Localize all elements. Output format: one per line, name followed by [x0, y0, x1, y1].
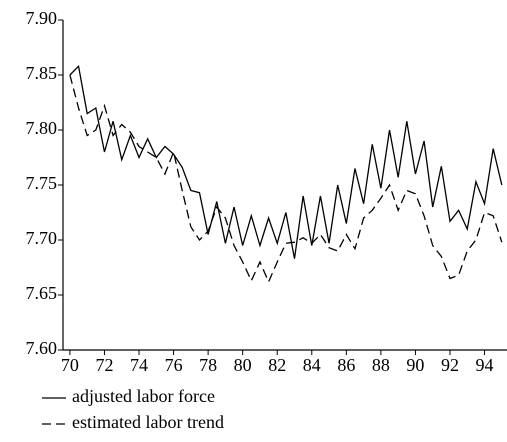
y-tick-label: 7.85	[26, 63, 58, 83]
y-tick-label: 7.65	[26, 283, 58, 303]
x-tick-label: 82	[268, 355, 286, 375]
x-tick-label: 86	[337, 355, 355, 375]
y-tick-label: 7.90	[26, 8, 58, 28]
x-tick-label: 84	[303, 355, 321, 375]
x-tick-label: 76	[165, 355, 183, 375]
y-tick-label: 7.60	[26, 338, 58, 358]
x-tick-label: 72	[95, 355, 113, 375]
legend-label: adjusted labor force	[72, 386, 215, 406]
y-tick-label: 7.80	[26, 118, 58, 138]
x-tick-label: 78	[199, 355, 217, 375]
data-line	[69, 64, 503, 259]
x-tick-label: 90	[406, 355, 424, 375]
data-line	[69, 74, 503, 284]
legend-label: estimated labor trend	[72, 412, 224, 432]
x-tick-label: 88	[372, 355, 390, 375]
x-tick-label: 80	[234, 355, 252, 375]
y-tick-label: 7.75	[26, 173, 58, 193]
x-tick-label: 70	[61, 355, 79, 375]
y-tick-label: 7.70	[26, 228, 58, 248]
x-tick-label: 74	[130, 355, 148, 375]
x-tick-label: 94	[476, 355, 494, 375]
x-tick-label: 92	[441, 355, 459, 375]
